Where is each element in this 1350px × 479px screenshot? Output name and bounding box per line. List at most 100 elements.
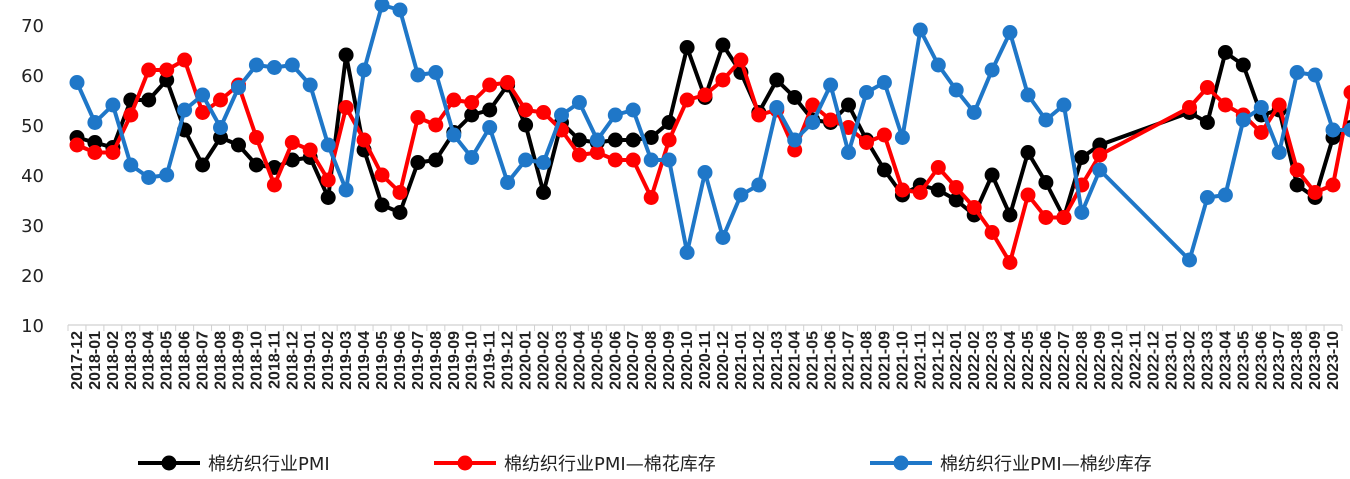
data-point [661,115,677,130]
data-point [123,157,139,173]
data-point [500,75,516,90]
data-point [338,47,354,63]
x-tick-label: 2019-05 [374,331,391,390]
data-point [248,157,264,173]
data-point [1289,177,1305,193]
x-tick-label: 2022-06 [1038,331,1055,390]
x-tick-label: 2023-02 [1181,331,1198,390]
data-point [69,75,85,90]
x-tick-label: 2018-01 [87,331,104,390]
data-point [1217,45,1233,60]
data-point [984,62,1000,78]
data-point [1235,112,1251,128]
data-point [392,185,408,200]
data-point [195,87,211,103]
data-point [769,100,785,115]
data-point [1002,255,1018,270]
data-point [1253,125,1269,140]
data-point [428,65,444,80]
data-point [625,132,641,148]
data-point [446,127,462,143]
data-point [141,170,157,185]
data-point [159,62,175,78]
data-point [266,60,282,75]
series-layer [69,0,1350,270]
x-tick-label: 2022-07 [1056,331,1073,390]
data-point [374,197,390,213]
data-point [823,112,839,128]
x-tick-label: 2020-08 [643,331,660,390]
data-point [320,190,336,205]
data-point [715,230,731,245]
data-point [1038,210,1054,225]
series-2 [69,52,1350,270]
x-tick-label: 2019-07 [410,331,427,390]
data-point [105,97,121,113]
x-tick-label: 2021-11 [912,331,929,389]
data-point [1199,115,1215,130]
x-tick-label: 2018-10 [248,331,265,390]
x-tick-label: 2021-03 [769,331,786,390]
data-point [805,97,821,113]
data-point [1253,100,1269,115]
data-point [948,192,964,208]
data-point [1271,145,1287,160]
y-tick-label: 20 [21,266,44,287]
y-tick-label: 50 [21,116,44,137]
data-point [248,130,264,145]
x-tick-label: 2023-07 [1271,331,1288,390]
data-point [500,175,516,190]
data-point [733,52,749,68]
x-tick-label: 2019-11 [482,331,499,389]
x-tick-label: 2019-09 [446,331,463,390]
x-tick-label: 2019-03 [338,331,355,390]
data-point [518,152,534,168]
x-tick-label: 2019-02 [320,331,337,390]
x-tick-label: 2018-09 [230,331,247,390]
x-tick-label: 2019-06 [392,331,409,390]
data-point [679,40,695,55]
x-tick-label: 2018-05 [159,331,176,390]
data-point [302,77,318,93]
x-tick-label: 2021-07 [841,331,858,390]
x-tick-label: 2018-07 [195,331,212,390]
data-point [284,57,300,73]
data-point [1235,57,1251,73]
data-point [805,115,821,130]
legend-item: 棉纺织行业PMI—棉纱库存 [870,454,1152,475]
legend-label: 棉纺织行业PMI—棉纱库存 [940,454,1152,475]
y-tick-label: 30 [21,216,44,237]
x-tick-label: 2019-01 [302,331,319,390]
data-point [266,177,282,193]
x-tick-label: 2022-03 [984,331,1001,390]
data-point [787,90,803,105]
x-tick-label: 2020-05 [589,331,606,390]
data-point [159,167,175,183]
x-tick-label: 2023-06 [1253,331,1270,390]
data-point [984,225,1000,240]
data-point [571,147,587,163]
data-point [213,120,228,135]
data-point [715,37,731,53]
data-point [392,205,408,220]
y-tick-label: 10 [21,316,44,337]
data-point [428,117,444,133]
y-tick-label: 60 [21,66,44,87]
data-point [1038,175,1054,190]
data-point [1307,67,1323,83]
x-tick-label: 2018-12 [284,331,301,390]
data-point [625,152,641,168]
data-point [1020,87,1036,103]
data-point [1002,207,1018,223]
data-point [1056,210,1072,225]
data-point [213,92,228,108]
x-tick-label: 2023-09 [1307,331,1324,390]
data-point [141,62,157,78]
x-tick-label: 2023-10 [1325,331,1342,390]
x-axis: 2017-12 2018-01 2018-02 2018-03 2018-04 2018-… [67,324,1343,390]
data-point [1074,205,1090,220]
x-tick-label: 2018-08 [213,331,230,390]
data-point [1307,185,1323,200]
data-point [787,132,803,148]
x-tick-label: 2020-11 [697,331,714,389]
